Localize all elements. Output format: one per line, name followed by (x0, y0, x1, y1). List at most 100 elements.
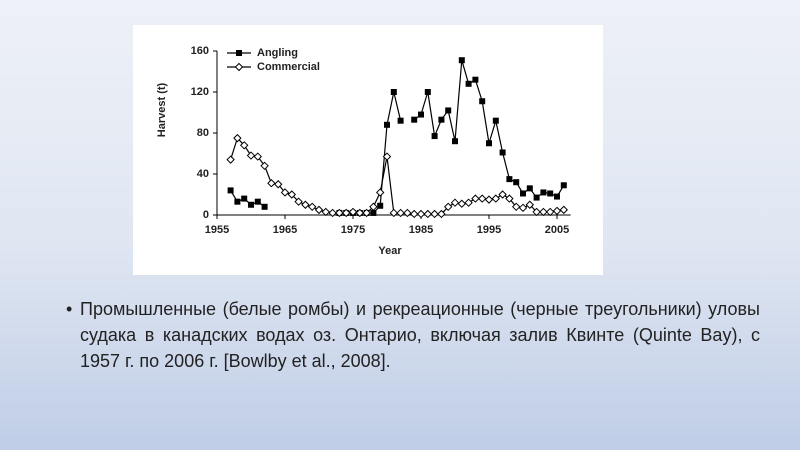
marker-square (472, 76, 479, 83)
marker-diamond (239, 141, 249, 150)
marker-diamond (287, 190, 297, 199)
x-tick-label: 1955 (205, 224, 229, 236)
marker-diamond (525, 200, 535, 209)
marker-square (384, 121, 390, 128)
marker-square (547, 190, 554, 197)
x-tick-label: 2005 (545, 224, 569, 236)
marker-diamond (437, 209, 446, 219)
marker-diamond (416, 209, 426, 219)
marker-square (397, 117, 404, 124)
marker-diamond (559, 205, 569, 215)
marker-diamond (409, 209, 419, 219)
marker-square (227, 187, 234, 194)
marker-square (370, 209, 377, 216)
marker-diamond (246, 151, 256, 160)
chart: Harvest (t) Year 0 40 80 120 160 1955 1965 1975… (156, 45, 571, 257)
marker-diamond (450, 198, 460, 207)
marker-square (452, 138, 458, 145)
marker-diamond (341, 208, 351, 218)
x-tick-label: 1985 (409, 224, 433, 236)
marker-diamond (505, 194, 514, 203)
marker-square (506, 176, 513, 183)
marker-square (390, 89, 397, 95)
marker-diamond (552, 206, 562, 216)
marker-diamond (532, 207, 541, 217)
marker-square (560, 182, 567, 189)
x-tick-label: 1995 (477, 224, 501, 236)
marker-diamond (457, 199, 467, 208)
marker-diamond (518, 203, 528, 213)
marker-diamond (314, 205, 324, 215)
caption-list: Промышленные (белые ромбы) и рекреационн… (66, 296, 760, 374)
marker-diamond (484, 195, 494, 204)
marker-diamond (477, 194, 487, 203)
legend-label: Commercial (257, 61, 320, 73)
marker-diamond (280, 188, 290, 197)
marker-diamond (233, 133, 242, 143)
marker-square (499, 149, 506, 156)
marker-diamond (430, 209, 439, 219)
marker-square (492, 117, 499, 124)
x-axis-label: Year (378, 245, 402, 257)
marker-diamond (226, 155, 235, 164)
marker-square (526, 185, 533, 192)
chart-card: Harvest (t) Year 0 40 80 120 160 1955 1965 1975… (133, 25, 603, 275)
x-tick-label: 1975 (341, 224, 365, 236)
legend-label: Angling (257, 47, 298, 59)
marker-diamond (362, 208, 371, 218)
y-axis-label: Harvest (t) (156, 82, 168, 137)
series-line (230, 136, 564, 215)
marker-diamond (396, 208, 405, 218)
marker-square (241, 195, 248, 202)
marker-diamond (328, 208, 337, 218)
marker-diamond (471, 194, 480, 203)
y-tick-label: 120 (191, 86, 209, 98)
marker-square (438, 116, 445, 123)
marker-square (533, 194, 540, 201)
marker-square (431, 133, 438, 140)
caption: Промышленные (белые ромбы) и рекреационн… (66, 296, 760, 374)
marker-diamond (294, 197, 303, 206)
marker-square (465, 80, 472, 87)
marker-square (234, 198, 241, 205)
marker-diamond (498, 190, 507, 199)
marker-square (411, 116, 418, 123)
marker-square (513, 179, 520, 186)
marker-square (424, 89, 431, 95)
marker-square (479, 98, 486, 105)
marker-square (254, 198, 261, 205)
marker-diamond (369, 202, 378, 212)
marker-diamond (389, 208, 399, 218)
marker-diamond (491, 194, 501, 203)
marker-diamond (301, 200, 310, 209)
marker-square (261, 203, 268, 210)
marker-diamond (375, 188, 385, 197)
marker-diamond (234, 62, 244, 72)
marker-diamond (267, 179, 276, 188)
marker-square (540, 189, 547, 196)
marker-square (445, 107, 452, 114)
marker-diamond (539, 207, 548, 217)
marker-diamond (260, 161, 269, 171)
marker-diamond (443, 202, 453, 212)
y-tick-label: 0 (203, 209, 209, 221)
marker-diamond (321, 207, 331, 217)
marker-square (486, 140, 492, 147)
marker-diamond (382, 152, 392, 161)
marker-diamond (253, 152, 263, 161)
y-tick-label: 40 (197, 168, 209, 180)
marker-square (236, 50, 242, 56)
marker-diamond (545, 207, 555, 217)
marker-square (458, 57, 465, 64)
marker-diamond (273, 180, 283, 189)
marker-diamond (511, 202, 521, 212)
marker-square (377, 202, 384, 209)
marker-diamond (335, 208, 344, 218)
series-line (230, 60, 565, 214)
y-tick-label: 160 (191, 45, 209, 57)
marker-diamond (403, 208, 412, 218)
y-tick-label: 80 (197, 127, 209, 139)
marker-diamond (423, 209, 433, 219)
marker-diamond (348, 207, 358, 217)
